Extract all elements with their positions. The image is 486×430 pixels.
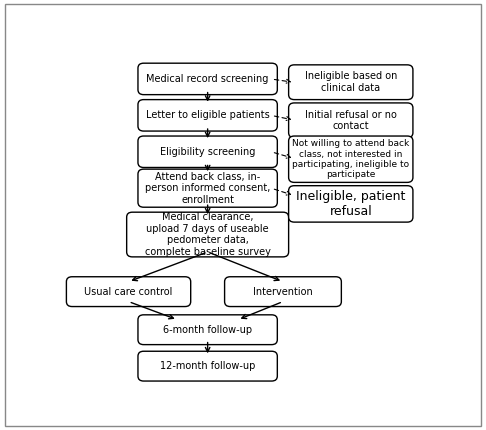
Text: Medical clearance,
upload 7 days of useable
pedometer data,
complete baseline su: Medical clearance, upload 7 days of usea… (145, 212, 271, 257)
Text: Not willing to attend back
class, not interested in
participating, ineligible to: Not willing to attend back class, not in… (292, 139, 409, 179)
FancyBboxPatch shape (138, 100, 278, 131)
Text: Usual care control: Usual care control (85, 287, 173, 297)
FancyBboxPatch shape (138, 169, 278, 207)
FancyBboxPatch shape (289, 136, 413, 182)
Text: Intervention: Intervention (253, 287, 313, 297)
FancyBboxPatch shape (289, 65, 413, 100)
FancyBboxPatch shape (138, 315, 278, 344)
FancyBboxPatch shape (289, 186, 413, 222)
Text: 12-month follow-up: 12-month follow-up (160, 361, 255, 371)
Text: Ineligible based on
clinical data: Ineligible based on clinical data (305, 71, 397, 93)
FancyBboxPatch shape (138, 136, 278, 168)
FancyBboxPatch shape (138, 63, 278, 95)
Text: Letter to eligible patients: Letter to eligible patients (146, 111, 270, 120)
Text: Initial refusal or no
contact: Initial refusal or no contact (305, 110, 397, 131)
FancyBboxPatch shape (67, 277, 191, 307)
Text: Ineligible, patient
refusal: Ineligible, patient refusal (296, 190, 405, 218)
Text: Medical record screening: Medical record screening (146, 74, 269, 84)
FancyBboxPatch shape (289, 103, 413, 138)
Text: Attend back class, in-
person informed consent,
enrollment: Attend back class, in- person informed c… (145, 172, 270, 205)
Text: 6-month follow-up: 6-month follow-up (163, 325, 252, 335)
FancyBboxPatch shape (127, 212, 289, 257)
FancyBboxPatch shape (138, 351, 278, 381)
Text: Eligibility screening: Eligibility screening (160, 147, 255, 157)
FancyBboxPatch shape (225, 277, 341, 307)
